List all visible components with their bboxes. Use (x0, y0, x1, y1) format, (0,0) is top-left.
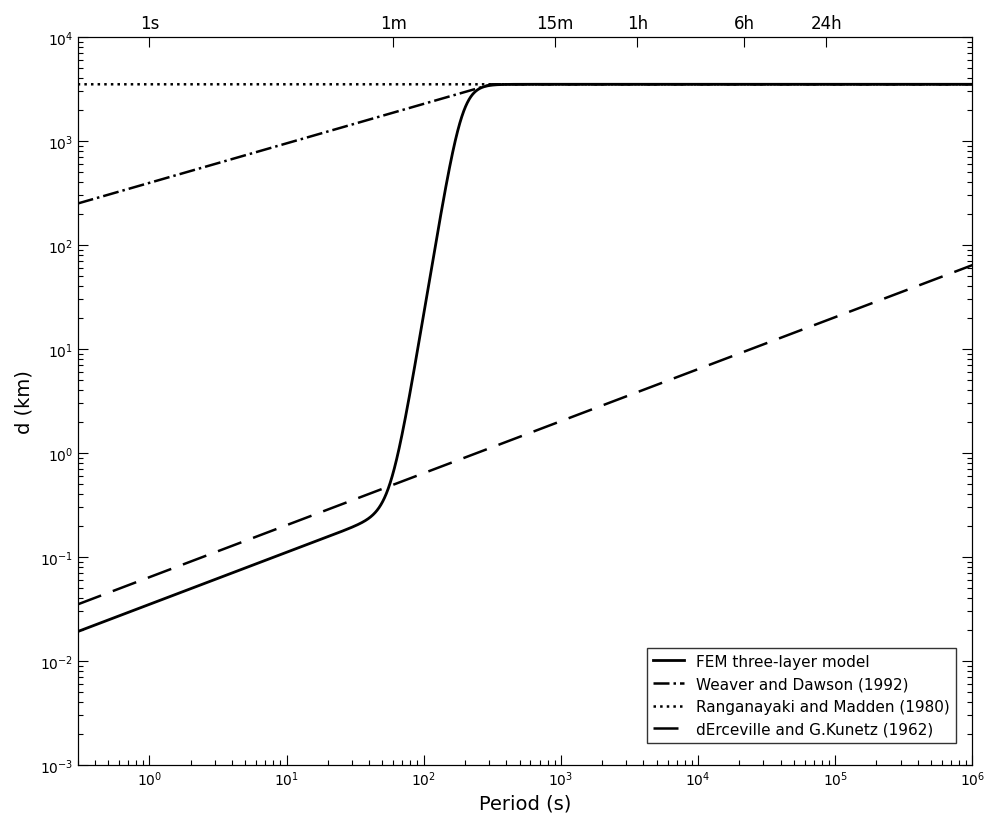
Ranganayaki and Madden (1980) (414, 80, 426, 90)
FEM three-layer model (414, 334, 426, 344)
Weaver and Dawson (1992) (608, 80, 620, 90)
X-axis label: Period (s): Period (s) (479, 794, 571, 813)
FEM three-layer model (807, 80, 819, 90)
Weaver and Dawson (1992) (414, 101, 426, 111)
FEM three-layer model (608, 80, 620, 90)
FEM three-layer model (234, 566, 246, 575)
FEM three-layer model (966, 80, 978, 90)
Weaver and Dawson (1992) (654, 80, 666, 90)
Weaver and Dawson (1992) (807, 80, 819, 90)
Ranganayaki and Madden (1980) (966, 80, 978, 90)
Weaver and Dawson (1992) (739, 80, 751, 90)
FEM three-layer model (654, 80, 666, 90)
Ranganayaki and Madden (1980) (72, 80, 84, 90)
Ranganayaki and Madden (1980) (608, 80, 620, 90)
dErceville and G.Kunetz (1962) (234, 538, 246, 548)
Line: dErceville and G.Kunetz (1962): dErceville and G.Kunetz (1962) (78, 266, 972, 604)
FEM three-layer model (72, 627, 84, 637)
FEM three-layer model (733, 80, 745, 90)
dErceville and G.Kunetz (1962) (739, 347, 751, 357)
Weaver and Dawson (1992) (485, 80, 497, 90)
Ranganayaki and Madden (1980) (234, 80, 246, 90)
FEM three-layer model (739, 80, 751, 90)
Weaver and Dawson (1992) (234, 152, 246, 162)
dErceville and G.Kunetz (1962) (72, 599, 84, 609)
dErceville and G.Kunetz (1962) (807, 321, 819, 331)
dErceville and G.Kunetz (1962) (414, 470, 426, 480)
dErceville and G.Kunetz (1962) (654, 379, 666, 389)
Y-axis label: d (km): d (km) (15, 369, 34, 433)
Legend: FEM three-layer model, Weaver and Dawson (1992), Ranganayaki and Madden (1980), : FEM three-layer model, Weaver and Dawson… (647, 647, 956, 743)
Line: FEM three-layer model: FEM three-layer model (78, 85, 972, 632)
Weaver and Dawson (1992) (966, 80, 978, 90)
Line: Weaver and Dawson (1992): Weaver and Dawson (1992) (78, 85, 972, 205)
Ranganayaki and Madden (1980) (739, 80, 751, 90)
Weaver and Dawson (1992) (72, 200, 84, 209)
dErceville and G.Kunetz (1962) (966, 261, 978, 271)
dErceville and G.Kunetz (1962) (608, 397, 620, 407)
Ranganayaki and Madden (1980) (807, 80, 819, 90)
Ranganayaki and Madden (1980) (654, 80, 666, 90)
